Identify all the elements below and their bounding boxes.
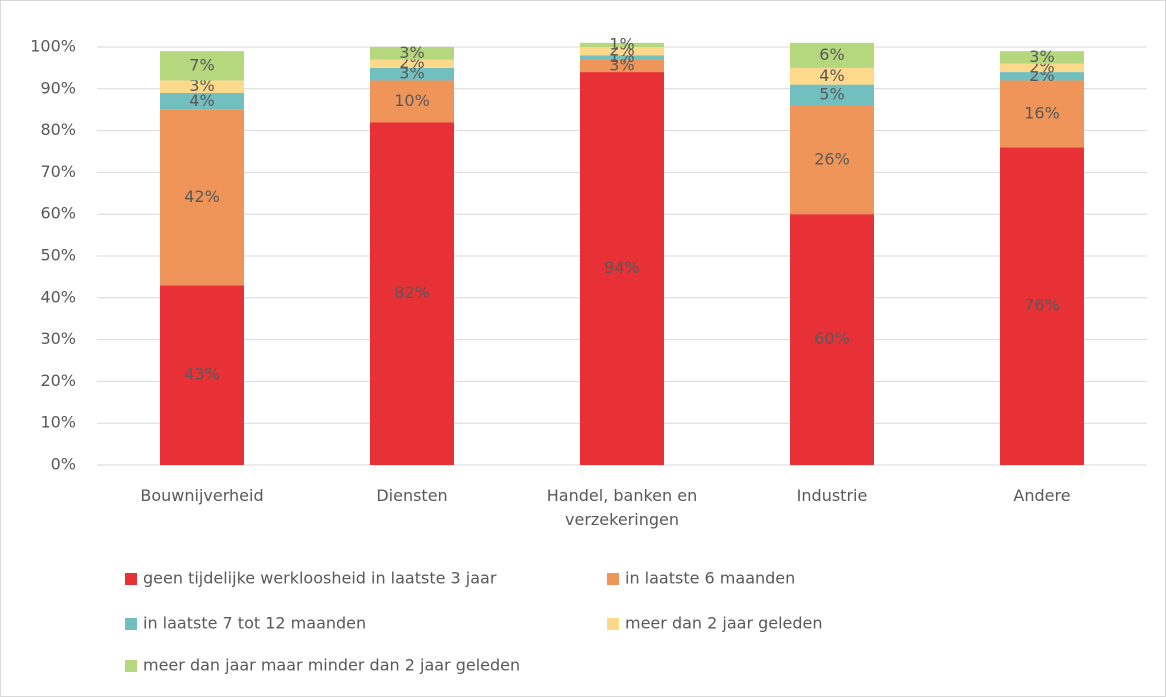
data-label: 7% xyxy=(189,55,214,74)
data-label: 3% xyxy=(1029,47,1054,66)
bar-segment xyxy=(1000,147,1084,465)
y-tick-label: 10% xyxy=(40,413,76,432)
y-tick-label: 20% xyxy=(40,371,76,390)
bar-segment xyxy=(1000,51,1084,64)
x-tick-label: Andere xyxy=(1013,486,1071,505)
bar-segment xyxy=(370,122,454,466)
bar-segment xyxy=(1000,72,1084,81)
y-tick-label: 40% xyxy=(40,287,76,306)
y-tick-label: 80% xyxy=(40,120,76,139)
x-tick-label: Diensten xyxy=(376,486,448,505)
data-label: 94% xyxy=(604,258,640,277)
bar-segment xyxy=(160,285,244,465)
bar-segment xyxy=(370,59,454,68)
bar-segment xyxy=(160,80,244,93)
y-tick-label: 90% xyxy=(40,78,76,97)
data-label: 76% xyxy=(1024,296,1060,315)
bar-segment xyxy=(580,47,664,56)
x-tick-label: Handel, banken en verzekeringen xyxy=(546,486,698,529)
bar-segment xyxy=(790,67,874,85)
data-label: 10% xyxy=(394,91,430,110)
data-label: 4% xyxy=(189,91,214,110)
bar-segment xyxy=(160,109,244,286)
bar-segment xyxy=(790,105,874,215)
legend-swatch xyxy=(607,618,619,630)
y-tick-label: 100% xyxy=(30,37,76,56)
data-label: 16% xyxy=(1024,103,1060,122)
data-label: 3% xyxy=(399,64,424,83)
bar-segment xyxy=(370,80,454,123)
data-label: 5% xyxy=(819,85,844,104)
bar-segment xyxy=(370,47,454,60)
bar-segment xyxy=(1000,63,1084,73)
bar-segment xyxy=(160,51,244,81)
x-tick-label: Bouwnijverheid xyxy=(140,486,264,505)
bar-segment xyxy=(580,72,664,465)
data-label: 43% xyxy=(184,365,220,384)
bar-segment xyxy=(580,59,664,73)
bar-segment xyxy=(790,84,874,106)
data-label: 4% xyxy=(819,66,844,85)
bar-segment xyxy=(790,42,874,68)
legend-label: meer dan jaar maar minder dan 2 jaar gel… xyxy=(143,656,520,675)
y-tick-label: 0% xyxy=(51,455,76,474)
y-tick-label: 70% xyxy=(40,162,76,181)
legend-swatch xyxy=(125,660,137,672)
bar-segment xyxy=(790,214,874,465)
x-tick-label: Industrie xyxy=(796,486,868,505)
legend-label: in laatste 6 maanden xyxy=(625,569,795,588)
legend-swatch xyxy=(125,573,137,585)
data-label: 82% xyxy=(394,283,430,302)
bar-segment xyxy=(1000,80,1084,148)
legend-swatch xyxy=(607,573,619,585)
data-label: 42% xyxy=(184,187,220,206)
legend-label: geen tijdelijke werkloosheid in laatste … xyxy=(143,569,497,588)
data-label: 60% xyxy=(814,329,850,348)
bar-segment xyxy=(160,92,244,110)
bar-segment xyxy=(370,67,454,81)
y-tick-label: 60% xyxy=(40,204,76,223)
data-label: 3% xyxy=(609,55,634,74)
legend-label: in laatste 7 tot 12 maanden xyxy=(143,614,366,633)
data-label: 6% xyxy=(819,45,844,64)
data-label: 26% xyxy=(814,149,850,168)
data-label: 1% xyxy=(609,34,634,53)
legend-label: meer dan 2 jaar geleden xyxy=(625,614,823,633)
y-tick-label: 50% xyxy=(40,246,76,265)
data-label: 3% xyxy=(189,76,214,95)
legend-swatch xyxy=(125,618,137,630)
bar-segment xyxy=(580,55,664,60)
y-tick-label: 30% xyxy=(40,329,76,348)
data-label: 3% xyxy=(399,43,424,62)
bar-segment xyxy=(580,42,664,47)
